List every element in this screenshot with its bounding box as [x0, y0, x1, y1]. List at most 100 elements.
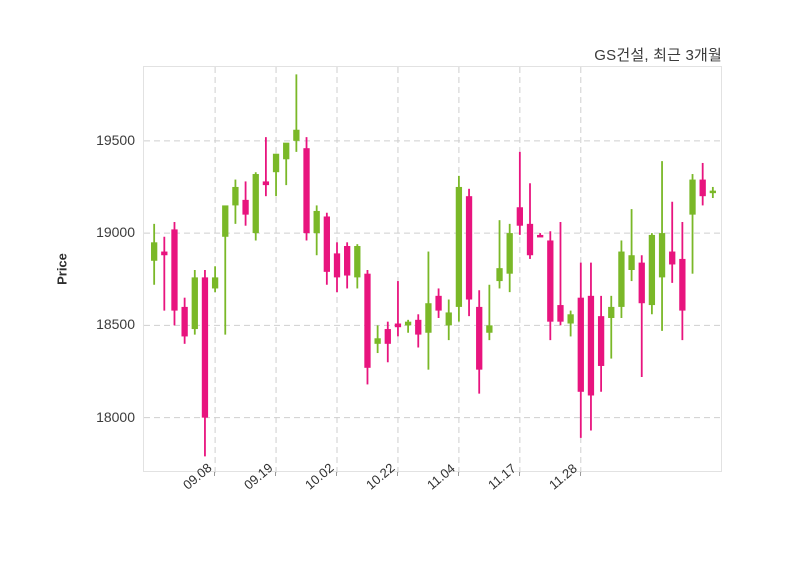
candle-body — [597, 316, 605, 366]
candle-body — [364, 273, 371, 368]
candle-body — [557, 305, 564, 322]
candlestick — [476, 290, 483, 394]
candle-body — [476, 306, 483, 370]
candle-body — [384, 329, 391, 344]
candlestick — [587, 262, 595, 431]
y-axis-tick-labels: 18000 18500 19000 19500 — [63, 66, 135, 472]
candle-body — [628, 255, 635, 270]
candlestick — [303, 137, 310, 241]
x-tick-mark — [579, 472, 581, 476]
candlestick — [445, 299, 452, 341]
candle-body — [547, 240, 554, 322]
candle-body — [689, 179, 696, 215]
candlestick — [211, 266, 219, 293]
x-tick-mark — [275, 472, 277, 476]
candlestick — [577, 262, 584, 438]
candle-body — [445, 312, 452, 326]
x-axis-tick-labels: 09.08 09.19 10.02 10.22 11.04 11.17 11.28 — [143, 460, 722, 562]
candlestick — [526, 183, 534, 259]
candlestick — [313, 205, 320, 256]
candle-body — [465, 196, 473, 300]
candlestick — [394, 281, 402, 337]
candlestick — [567, 310, 574, 337]
candlestick — [689, 174, 696, 274]
candlestick — [252, 172, 259, 241]
candlestick — [496, 220, 503, 289]
candlestick — [323, 212, 330, 285]
candle-body — [394, 323, 402, 328]
candle-body — [526, 223, 534, 256]
candle-body — [374, 338, 381, 344]
candlestick — [425, 251, 432, 370]
candlestick — [171, 222, 178, 326]
candle-body — [201, 277, 209, 418]
candlestick — [262, 137, 270, 197]
candle-body — [344, 246, 351, 276]
candlestick — [374, 325, 381, 354]
candle-body — [293, 129, 300, 141]
candlestick — [404, 319, 412, 333]
candlestick — [415, 314, 422, 348]
candlestick — [455, 175, 463, 322]
candlestick — [709, 186, 716, 199]
candlestick — [648, 233, 656, 315]
candle-body — [537, 234, 544, 238]
candlestick — [486, 284, 493, 341]
candlestick — [557, 222, 564, 326]
y-tick-label: 18500 — [96, 316, 135, 333]
candle-body — [455, 186, 463, 307]
y-tick-label: 18000 — [96, 408, 135, 425]
candle-body — [303, 148, 310, 234]
candlestick — [435, 288, 442, 318]
candlestick — [699, 162, 706, 206]
x-tick-mark — [396, 472, 398, 476]
candlestick — [608, 295, 615, 359]
candlestick-series — [144, 67, 723, 473]
candlestick — [547, 231, 554, 341]
candle-body — [242, 199, 249, 215]
y-tick-label: 19000 — [96, 224, 135, 241]
candle-body — [638, 262, 645, 304]
candlestick — [669, 201, 676, 283]
candlestick — [161, 236, 168, 311]
candle-body — [181, 306, 188, 337]
candlestick — [201, 270, 209, 457]
candle-body — [669, 251, 676, 265]
candle-body — [404, 321, 412, 326]
candlestick — [151, 223, 158, 285]
candle-body — [506, 233, 513, 274]
x-tick-mark — [336, 472, 337, 476]
candlestick — [679, 222, 686, 341]
candle-body — [587, 295, 595, 396]
candle-body — [618, 251, 625, 307]
plot-area — [143, 66, 723, 473]
candle-body — [272, 153, 280, 173]
candlestick — [465, 188, 473, 317]
candle-body — [211, 277, 219, 289]
chart-title: GS건설, 최근 3개월 — [594, 47, 722, 64]
candle-body — [333, 253, 341, 278]
candlestick — [658, 161, 666, 331]
candle-body — [262, 181, 270, 186]
candlestick — [222, 205, 229, 335]
candle-body — [577, 297, 584, 392]
candlestick — [364, 270, 371, 385]
candle-body — [354, 246, 361, 278]
candlestick — [333, 242, 341, 293]
candlestick — [191, 270, 198, 335]
candle-body — [191, 277, 198, 330]
candle-body — [435, 295, 442, 311]
candlestick — [354, 244, 361, 289]
candlestick — [272, 153, 280, 197]
candle-body — [323, 216, 330, 272]
candlestick — [516, 151, 523, 235]
x-tick-mark — [457, 472, 459, 476]
candlestick — [618, 240, 625, 318]
candle-body — [252, 174, 259, 234]
candle-body — [161, 251, 168, 256]
candlestick — [638, 255, 645, 378]
candle-body — [415, 319, 422, 335]
candle-body — [222, 205, 229, 237]
candlestick — [537, 233, 544, 238]
candle-body — [151, 242, 158, 261]
